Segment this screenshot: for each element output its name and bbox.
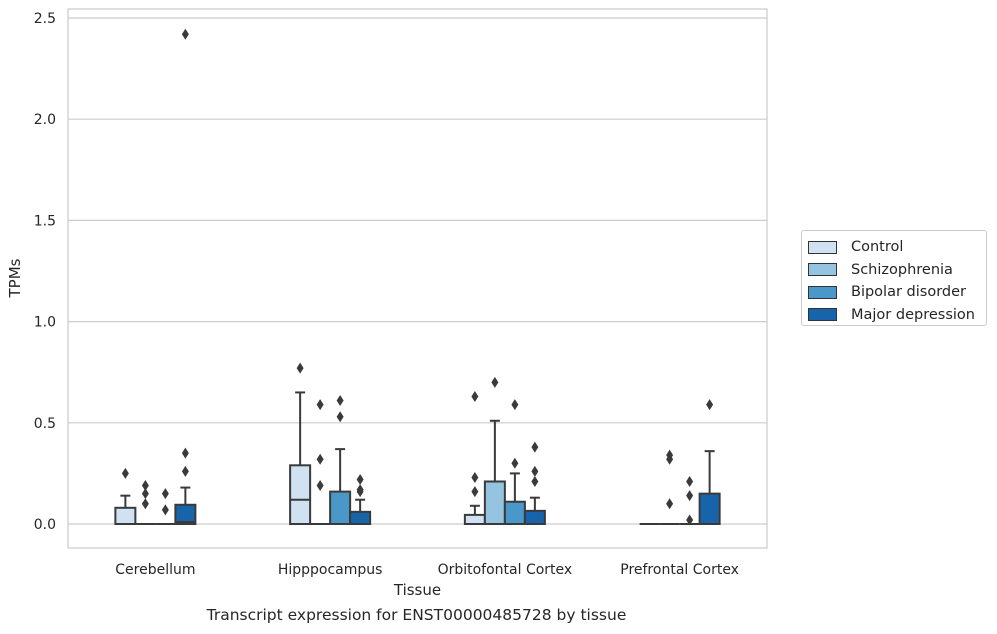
outlier-point <box>491 376 499 388</box>
box-body <box>698 492 721 526</box>
box-major-depression <box>698 399 721 526</box>
box-bipolar-disorder <box>503 399 526 525</box>
outlier-point <box>161 504 169 516</box>
outlier-point <box>181 28 189 40</box>
figure-caption: Transcript expression for ENST0000048572… <box>206 606 627 624</box>
box-bipolar-disorder <box>155 488 176 525</box>
x-tick-label: Orbitofontal Cortex <box>438 562 573 578</box>
outlier-point <box>141 498 149 510</box>
y-tick-label: 0.5 <box>34 416 56 432</box>
outlier-point <box>531 441 539 453</box>
box-body <box>523 509 546 525</box>
outlier-point <box>706 399 714 411</box>
box-control <box>289 362 312 525</box>
outlier-point <box>471 471 479 483</box>
y-tick-label: 0.0 <box>34 517 56 533</box>
box-body <box>289 464 312 525</box>
x-tick-label: Prefrontal Cortex <box>620 562 739 578</box>
outlier-point <box>316 453 324 465</box>
box-control <box>114 467 137 526</box>
legend-swatch-major-depression <box>808 308 837 322</box>
outlier-point <box>511 457 519 469</box>
outlier-point <box>686 514 694 526</box>
legend-swatch-bipolar-disorder <box>808 285 837 299</box>
box-major-depression <box>174 28 197 526</box>
box-body <box>349 510 372 525</box>
x-axis-label: Tissue <box>393 581 441 599</box>
outlier-point <box>336 411 344 423</box>
x-tick-labels: Cerebellum Hipppocampus Orbitofontal Corte… <box>115 562 739 578</box>
outlier-point <box>316 399 324 411</box>
legend-item-schizophrenia: Schizophrenia <box>808 259 986 282</box>
outlier-point <box>471 390 479 402</box>
outlier-point <box>666 498 674 510</box>
outlier-point <box>531 475 539 487</box>
outlier-point <box>686 475 694 487</box>
legend-swatch-schizophrenia <box>808 263 837 277</box>
box-major-depression <box>349 473 372 525</box>
box-body <box>174 503 197 526</box>
outlier-point <box>121 467 129 479</box>
box-body <box>483 480 506 526</box>
box-body <box>114 506 137 526</box>
box-control <box>463 390 486 526</box>
x-tick-label: Cerebellum <box>115 562 195 578</box>
legend: Control Schizophrenia Bipolar disorder M… <box>801 230 987 326</box>
legend-label: Bipolar disorder <box>851 284 966 301</box>
box-schizophrenia <box>659 449 680 525</box>
legend-label: Schizophrenia <box>851 261 953 278</box>
box-bipolar-disorder <box>329 395 352 525</box>
outlier-point <box>181 465 189 477</box>
outlier-point <box>296 362 304 374</box>
plot-frame <box>67 8 768 549</box>
legend-label: Major depression <box>851 306 975 323</box>
box-bipolar-disorder <box>679 475 700 526</box>
outlier-point <box>141 480 149 492</box>
y-tick-label: 1.0 <box>34 315 56 331</box>
outlier-point <box>666 453 674 465</box>
outlier-point <box>356 486 364 498</box>
outlier-point <box>181 447 189 459</box>
x-tick-label: Hipppocampus <box>278 562 383 578</box>
box-schizophrenia <box>483 376 506 526</box>
outlier-point <box>356 473 364 485</box>
outlier-point <box>531 465 539 477</box>
box-schizophrenia <box>310 399 331 525</box>
y-tick-labels: 0.0 0.5 1.0 1.5 2.0 2.5 <box>34 11 56 533</box>
legend-item-major-depression: Major depression <box>808 304 986 327</box>
outlier-point <box>161 488 169 500</box>
outlier-point <box>511 399 519 411</box>
box-body <box>329 490 352 525</box>
y-axis-label: TPMs <box>6 258 24 298</box>
outlier-point <box>316 480 324 492</box>
outlier-point <box>336 395 344 407</box>
box-body <box>463 513 486 526</box>
gridlines <box>68 17 767 525</box>
box-body <box>503 500 526 525</box>
outlier-point <box>141 488 149 500</box>
legend-label: Control <box>851 239 904 256</box>
legend-item-bipolar-disorder: Bipolar disorder <box>808 281 986 304</box>
legend-swatch-control <box>808 240 837 254</box>
y-tick-label: 2.5 <box>34 11 56 27</box>
y-tick-label: 2.0 <box>34 112 56 128</box>
box-groups <box>114 28 721 526</box>
outlier-point <box>686 490 694 502</box>
legend-item-control: Control <box>808 236 986 259</box>
box-schizophrenia <box>135 480 156 525</box>
outlier-point <box>471 486 479 498</box>
y-tick-label: 1.5 <box>34 213 56 229</box>
box-major-depression <box>523 441 546 525</box>
